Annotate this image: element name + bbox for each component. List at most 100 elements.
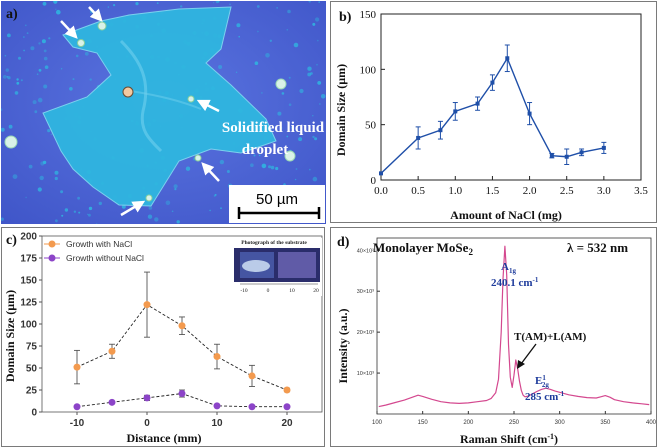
- small-domain: [286, 135, 289, 138]
- small-domain: [309, 168, 311, 171]
- y-tick-label: 25: [26, 386, 38, 397]
- small-domain: [176, 220, 180, 224]
- series-line: [380, 56, 604, 174]
- small-domain: [275, 166, 279, 171]
- x-tick-label: 300: [555, 420, 566, 426]
- small-domain: [34, 110, 38, 114]
- small-domain: [213, 2, 215, 4]
- wavelength-label: λ = 532 nm: [567, 240, 628, 255]
- micrograph-panel: a) Solidified liquid droplet 50 µm: [1, 1, 326, 224]
- small-domain: [317, 39, 319, 42]
- small-domain: [38, 68, 42, 72]
- small-domain: [61, 214, 64, 217]
- small-domain: [253, 154, 256, 157]
- small-domain: [314, 137, 318, 141]
- data-point: [579, 150, 584, 155]
- x-tick-label: 0: [144, 418, 150, 429]
- small-domain: [78, 211, 81, 214]
- data-point: [416, 135, 421, 140]
- small-domain: [295, 168, 298, 170]
- small-domain: [6, 75, 9, 78]
- small-domain: [41, 39, 46, 44]
- flake-crack: [119, 39, 163, 153]
- x-tick-label: 3.5: [634, 185, 648, 197]
- small-domain: [69, 87, 73, 91]
- peak-a1g-label: A1g: [501, 261, 516, 275]
- small-domain: [270, 165, 275, 170]
- small-domain: [89, 78, 92, 81]
- small-domain: [43, 56, 48, 61]
- small-domain: [8, 124, 13, 129]
- small-domain: [54, 176, 58, 181]
- small-domain: [258, 154, 261, 157]
- small-domain: [185, 166, 191, 171]
- small-domain: [56, 9, 61, 15]
- small-domain: [287, 9, 291, 14]
- flake-crack: [130, 90, 202, 110]
- micrograph-image: a) Solidified liquid droplet 50 µm: [1, 1, 326, 224]
- small-domain: [55, 8, 57, 10]
- small-domain: [24, 24, 27, 27]
- chart-b: b) 0.0 0.5 1.0 1.5 2.0 2.5 3.0 3.5 0 50 100 150 Amo…: [334, 9, 648, 222]
- legend-label: Growth with NaCl: [66, 239, 132, 249]
- legend-label: Growth without NaCl: [66, 253, 144, 263]
- small-domain: [299, 88, 304, 94]
- y-tick-label: 75: [26, 342, 38, 353]
- x-tick-label: 400: [646, 420, 657, 426]
- scalebar-box: [229, 185, 325, 223]
- small-domain: [75, 54, 79, 58]
- small-domain: [98, 201, 103, 206]
- y-axis-title: Intensity (a.u.): [336, 308, 350, 383]
- small-domain: [226, 170, 230, 173]
- small-domain: [147, 214, 153, 219]
- small-domain: [257, 30, 259, 33]
- x-tick-label: 20: [281, 418, 293, 429]
- x-tick-label: 200: [463, 420, 474, 426]
- arrow-icon: [201, 162, 220, 182]
- small-domain: [20, 79, 23, 82]
- small-domain: [14, 91, 19, 95]
- small-domain: [16, 78, 19, 81]
- small-domain: [294, 178, 297, 181]
- small-domain: [42, 160, 47, 165]
- data-point: [379, 171, 383, 176]
- small-domain: [288, 76, 291, 79]
- peak-e12g-label: E1 2g: [535, 374, 549, 389]
- small-domain: [4, 54, 7, 57]
- y-tick-label: 50: [365, 120, 377, 132]
- arrow-icon: [60, 20, 78, 39]
- data-point: [475, 101, 480, 106]
- y-axis-title: Domain Size (µm): [3, 290, 17, 382]
- small-domain: [43, 49, 47, 53]
- x-tick-label: 100: [372, 420, 383, 426]
- x-axis-title: Raman Shift (cm-1): [460, 432, 558, 446]
- small-domain: [238, 35, 240, 38]
- inset-tick-label: 20: [313, 288, 319, 294]
- inset-tick-label: 0: [267, 288, 270, 294]
- data-point: [108, 347, 116, 355]
- small-domain: [165, 200, 171, 206]
- small-domain: [50, 133, 53, 136]
- peak-a1g-value: 240.1 cm-1: [491, 276, 539, 289]
- data-point: [283, 403, 291, 411]
- small-domain: [23, 36, 25, 38]
- y-tick-label: 0: [31, 408, 37, 419]
- panel-label-c: c): [6, 233, 17, 248]
- small-domain: [308, 1, 311, 3]
- y-tick-label: 125: [20, 298, 37, 309]
- small-domain: [213, 194, 216, 197]
- plot-frame: [380, 13, 642, 181]
- droplet: [97, 21, 107, 31]
- small-domain: [293, 42, 299, 48]
- small-domain: [171, 210, 174, 213]
- small-domain: [44, 65, 49, 69]
- data-point: [601, 145, 606, 150]
- chart-panel-b: b) 0.0 0.5 1.0 1.5 2.0 2.5 3.0 3.5 0 50 100 150 Amo…: [330, 1, 657, 223]
- small-domain: [1, 108, 3, 111]
- small-domain: [60, 68, 63, 70]
- small-domain: [121, 204, 126, 209]
- small-domain: [276, 7, 278, 9]
- small-domain: [2, 75, 7, 79]
- data-point: [549, 153, 554, 158]
- y-tick-label: 0: [371, 175, 377, 187]
